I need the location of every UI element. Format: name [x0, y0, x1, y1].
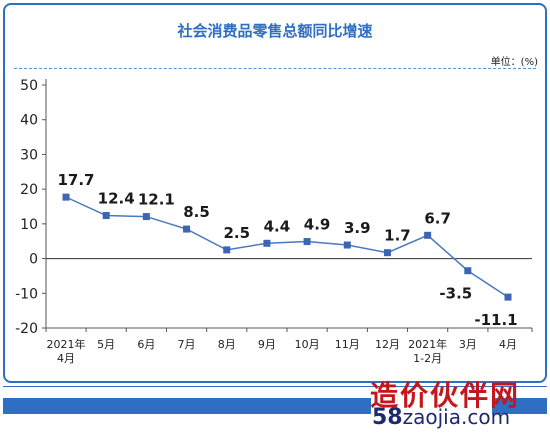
- data-label: 17.7: [57, 171, 94, 189]
- footer-line: [3, 386, 547, 387]
- footer-bar: [3, 398, 371, 414]
- data-point: [383, 249, 391, 257]
- x-tick-label: 9月: [258, 338, 276, 351]
- x-tick-label: 7月: [178, 338, 196, 351]
- data-label: 4.9: [304, 216, 331, 234]
- x-tick-label: 2021年: [47, 337, 86, 351]
- data-point: [62, 193, 70, 201]
- data-point: [303, 238, 311, 246]
- data-point: [102, 212, 110, 220]
- x-tick-label: 10月: [295, 338, 320, 351]
- y-tick-label: 20: [20, 182, 38, 198]
- data-label: 4.4: [264, 217, 291, 235]
- title-separator: [14, 68, 536, 69]
- x-tick-label: 11月: [335, 338, 360, 351]
- data-point: [464, 267, 472, 275]
- x-tick-label: 2021年: [408, 337, 447, 351]
- series-polyline: [65, 196, 509, 298]
- data-label: 6.7: [424, 209, 451, 227]
- data-point: [343, 241, 351, 249]
- x-tick-label: 8月: [218, 338, 236, 351]
- watermark-domain-text: zaojia.com: [402, 405, 511, 429]
- data-point: [504, 293, 512, 301]
- y-tick-label: 40: [20, 113, 38, 129]
- x-tick-label: 5月: [97, 338, 115, 351]
- x-tick-label: 12月: [375, 338, 400, 351]
- y-tick-label: 50: [20, 78, 38, 94]
- data-point: [183, 225, 191, 233]
- y-tick-label: -10: [15, 286, 38, 302]
- y-tick-label: 10: [20, 217, 38, 233]
- data-label: -11.1: [474, 311, 517, 329]
- data-point: [142, 213, 150, 221]
- chart-title: 社会消费品零售总额同比增速: [177, 22, 373, 40]
- y-tick-label: 0: [29, 252, 38, 268]
- x-tick-label: 1-2月: [413, 352, 442, 365]
- x-tick-label: 6月: [137, 338, 155, 351]
- watermark-brand: 造价伙伴网: [370, 379, 521, 412]
- footer-bar-right: [492, 398, 547, 414]
- y-tick-label: -20: [15, 321, 38, 337]
- data-point: [223, 246, 231, 254]
- data-labels: 17.712.4 12.1 8.5 2.5 4.4 4.9 3.9 1.7 6.7 -3.5-11…: [57, 171, 517, 329]
- x-tick-label: 3月: [459, 338, 477, 351]
- y-axis: 50 40 30 20 10 0 -10 -20: [15, 78, 47, 337]
- data-label: 2.5: [223, 224, 250, 242]
- watermark-domain-number: 58: [372, 405, 403, 430]
- y-tick-label: 30: [20, 147, 38, 163]
- unit-label: 单位：(%): [490, 57, 538, 68]
- data-label: 12.4: [98, 190, 135, 208]
- data-label: 8.5: [183, 203, 210, 221]
- series-line: [62, 193, 512, 301]
- data-label: 1.7: [384, 227, 411, 245]
- x-tick-label: 4月: [499, 338, 517, 351]
- data-label: -3.5: [439, 285, 472, 303]
- data-point: [424, 231, 432, 239]
- chart-frame: [3, 3, 547, 383]
- data-label: 12.1: [138, 191, 175, 209]
- x-tick-label: 4月: [57, 352, 75, 365]
- data-label: 3.9: [344, 219, 371, 237]
- data-point: [263, 239, 271, 247]
- watermark-domain: 58zaojia.com: [372, 405, 510, 430]
